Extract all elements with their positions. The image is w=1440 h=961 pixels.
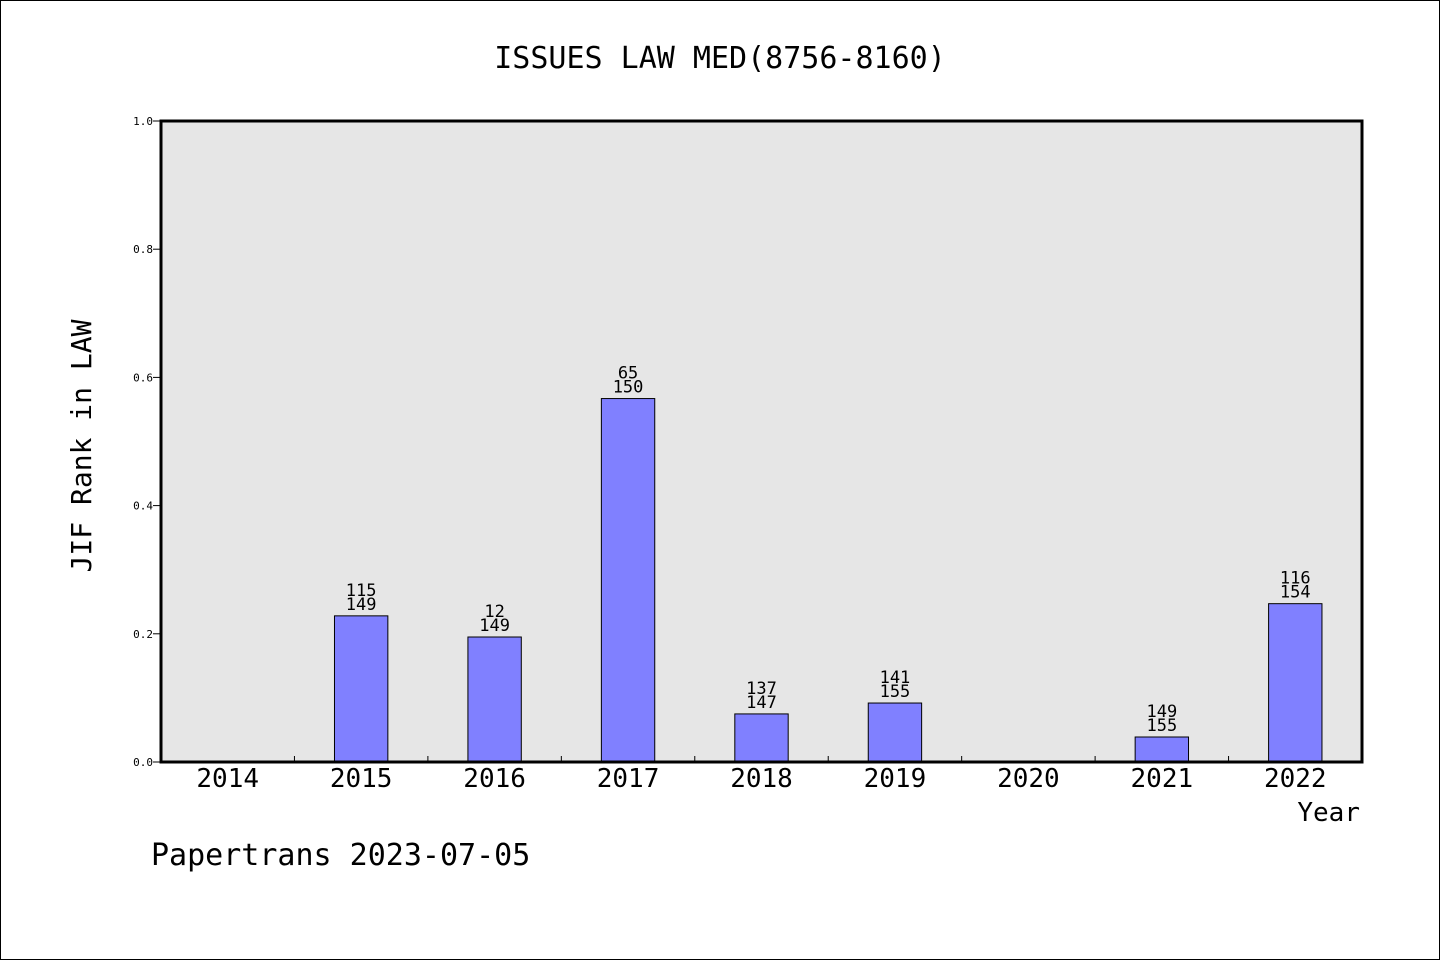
bar-rank-label: 116 bbox=[1280, 569, 1311, 589]
bar-total-label: 155 bbox=[1146, 716, 1177, 736]
bar-2022 bbox=[1268, 603, 1323, 763]
x-tick-label: 2016 bbox=[463, 764, 526, 794]
x-tick-label: 2015 bbox=[330, 764, 393, 794]
bar-total-label: 149 bbox=[479, 616, 510, 636]
bar-rank-label: 149 bbox=[1146, 702, 1177, 722]
x-tick-label: 2022 bbox=[1264, 764, 1327, 794]
plot-border bbox=[159, 119, 1364, 764]
y-tick-label: 0.0 bbox=[133, 756, 153, 769]
y-tick-label: 1.0 bbox=[133, 115, 153, 128]
x-tick-label: 2017 bbox=[597, 764, 660, 794]
y-tick-label: 0.4 bbox=[133, 500, 153, 513]
x-tick-label: 2014 bbox=[196, 764, 259, 794]
chart-title: ISSUES LAW MED(8756-8160) bbox=[494, 41, 946, 76]
y-tick-label: 0.8 bbox=[133, 243, 153, 256]
bar-2018 bbox=[734, 713, 789, 763]
bar-rank-label: 12 bbox=[484, 602, 504, 622]
x-tick-label: 2020 bbox=[997, 764, 1060, 794]
x-tick-label: 2018 bbox=[730, 764, 793, 794]
bar-2017 bbox=[600, 398, 656, 763]
bar-total-label: 149 bbox=[346, 595, 377, 615]
y-axis-label: JIF Rank in LAW bbox=[65, 319, 98, 572]
bar-rank-label: 137 bbox=[746, 679, 777, 699]
bar-rank-label: 115 bbox=[346, 581, 377, 601]
bar-total-label: 147 bbox=[746, 693, 777, 713]
bar-rank-label: 65 bbox=[618, 364, 638, 384]
y-tick-label: 0.2 bbox=[133, 628, 153, 641]
x-tick-label: 2021 bbox=[1131, 764, 1194, 794]
bar-2015 bbox=[333, 615, 389, 763]
bar-2019 bbox=[867, 702, 923, 763]
footer-stamp: Papertrans 2023-07-05 bbox=[151, 838, 530, 873]
bar-total-label: 150 bbox=[613, 378, 644, 398]
bar-rank-label: 141 bbox=[880, 668, 911, 688]
bar-total-label: 155 bbox=[880, 682, 911, 702]
x-tick-label: 2019 bbox=[864, 764, 927, 794]
x-axis-label: Year bbox=[1297, 798, 1360, 828]
bar-2016 bbox=[467, 636, 522, 763]
bar-total-label: 154 bbox=[1280, 583, 1311, 603]
bar-2021 bbox=[1134, 736, 1190, 763]
y-tick-label: 0.6 bbox=[133, 371, 153, 384]
